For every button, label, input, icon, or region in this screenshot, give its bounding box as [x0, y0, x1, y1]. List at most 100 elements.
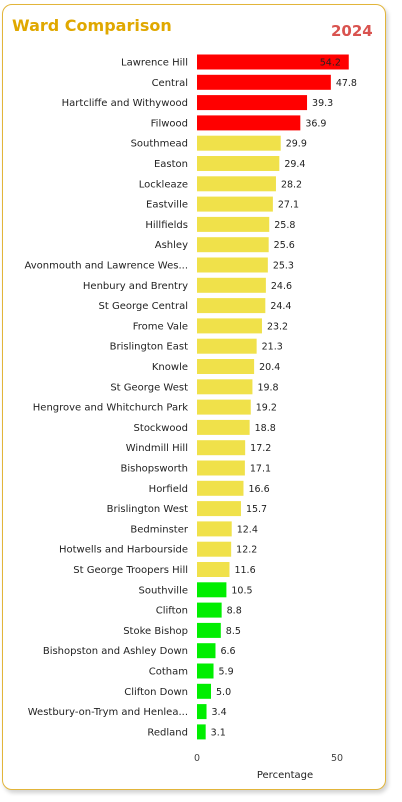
value-label: 21.3	[262, 342, 283, 353]
value-label: 39.3	[312, 98, 333, 109]
value-label: 25.6	[274, 240, 295, 251]
x-tick-label: 50	[331, 753, 343, 764]
value-label: 36.9	[305, 118, 326, 129]
value-label: 17.2	[250, 443, 271, 454]
value-label: 29.4	[284, 159, 305, 170]
bar	[197, 541, 232, 557]
bar	[197, 74, 331, 90]
category-label: Easton	[154, 159, 188, 170]
bar	[197, 176, 276, 192]
value-label: 15.7	[246, 504, 267, 515]
category-label: St George Troopers Hill	[73, 565, 188, 576]
category-label: Hotwells and Harbourside	[59, 545, 188, 556]
bar	[197, 622, 221, 638]
value-label: 25.8	[274, 220, 295, 231]
value-label: 18.8	[255, 423, 276, 434]
category-label: Hengrove and Whitchurch Park	[33, 403, 188, 414]
bar	[197, 379, 253, 395]
category-label: Henbury and Brentry	[83, 281, 188, 292]
bar	[197, 216, 270, 232]
value-label: 24.6	[271, 281, 292, 292]
year-label: 2024	[331, 22, 373, 40]
value-label: 17.1	[250, 464, 271, 475]
value-label: 20.4	[259, 362, 280, 373]
bar	[197, 562, 230, 577]
bar	[197, 399, 251, 415]
value-label: 5.0	[216, 687, 231, 698]
category-label: Bedminster	[130, 524, 189, 535]
bar	[197, 724, 206, 740]
value-label: 29.9	[286, 139, 307, 150]
category-label: Clifton	[156, 606, 188, 617]
bar	[197, 359, 255, 374]
bar	[197, 521, 232, 537]
category-label: Filwood	[151, 118, 188, 129]
category-label: Brislington West	[107, 504, 188, 515]
chart-title: Ward Comparison	[12, 16, 172, 35]
bar	[197, 643, 216, 659]
category-label: St George Central	[99, 301, 189, 312]
value-label: 8.5	[226, 626, 241, 637]
category-label: Clifton Down	[124, 687, 188, 698]
category-label: Stoke Bishop	[123, 626, 188, 637]
bar	[197, 156, 280, 171]
category-label: Stockwood	[134, 423, 188, 434]
bar	[197, 501, 241, 517]
bar	[197, 582, 227, 598]
category-label: Hillfields	[145, 220, 188, 231]
value-label: 3.1	[211, 727, 226, 738]
bar	[197, 135, 281, 151]
bar	[197, 338, 257, 354]
category-label: Lockleaze	[139, 179, 188, 190]
value-label: 5.9	[219, 667, 234, 678]
value-label: 23.2	[267, 321, 288, 332]
value-label: 25.3	[273, 261, 294, 272]
category-label: Southville	[139, 585, 188, 596]
category-label: Brislington East	[110, 342, 188, 353]
category-label: Frome Vale	[133, 321, 188, 332]
category-label: Knowle	[152, 362, 188, 373]
x-tick-label: 0	[194, 753, 200, 764]
bar	[197, 460, 245, 476]
category-label: Bishopsworth	[120, 464, 188, 475]
bar	[197, 440, 246, 456]
bar	[197, 298, 266, 314]
category-label: Eastville	[146, 200, 188, 211]
bar	[197, 318, 262, 334]
bar	[197, 419, 250, 435]
bar	[197, 95, 308, 111]
bar	[197, 277, 266, 293]
bar	[197, 663, 214, 679]
category-label: Westbury-on-Trym and Henlea...	[28, 707, 188, 718]
value-label: 8.8	[227, 606, 242, 617]
category-label: Avonmouth and Lawrence Wes...	[24, 261, 188, 272]
value-label: 28.2	[281, 179, 302, 190]
bar	[197, 237, 269, 253]
category-label: Lawrence Hill	[121, 58, 188, 69]
category-label: Redland	[147, 727, 188, 738]
value-label: 19.2	[256, 403, 277, 414]
value-label: 47.8	[336, 78, 357, 89]
value-label: 27.1	[278, 200, 299, 211]
value-label: 16.6	[248, 484, 269, 495]
category-label: Horfield	[149, 484, 188, 495]
bar	[197, 196, 273, 212]
value-label: 12.4	[237, 524, 258, 535]
category-label: St George West	[110, 382, 188, 393]
bar	[197, 480, 244, 496]
bar	[197, 602, 222, 618]
value-label: 3.4	[212, 707, 227, 718]
value-label: 12.2	[236, 545, 257, 556]
x-axis-label: Percentage	[257, 770, 313, 781]
chart-card: Ward Comparison 2024	[2, 4, 386, 790]
value-label: 11.6	[234, 565, 255, 576]
category-label: Bishopston and Ashley Down	[43, 646, 188, 657]
value-label: 24.4	[270, 301, 291, 312]
category-label: Ashley	[155, 240, 188, 251]
category-label: Southmead	[131, 139, 188, 150]
category-label: Cotham	[149, 667, 188, 678]
value-label: 54.2	[320, 58, 341, 69]
bar	[197, 683, 211, 699]
category-label: Central	[152, 78, 188, 89]
